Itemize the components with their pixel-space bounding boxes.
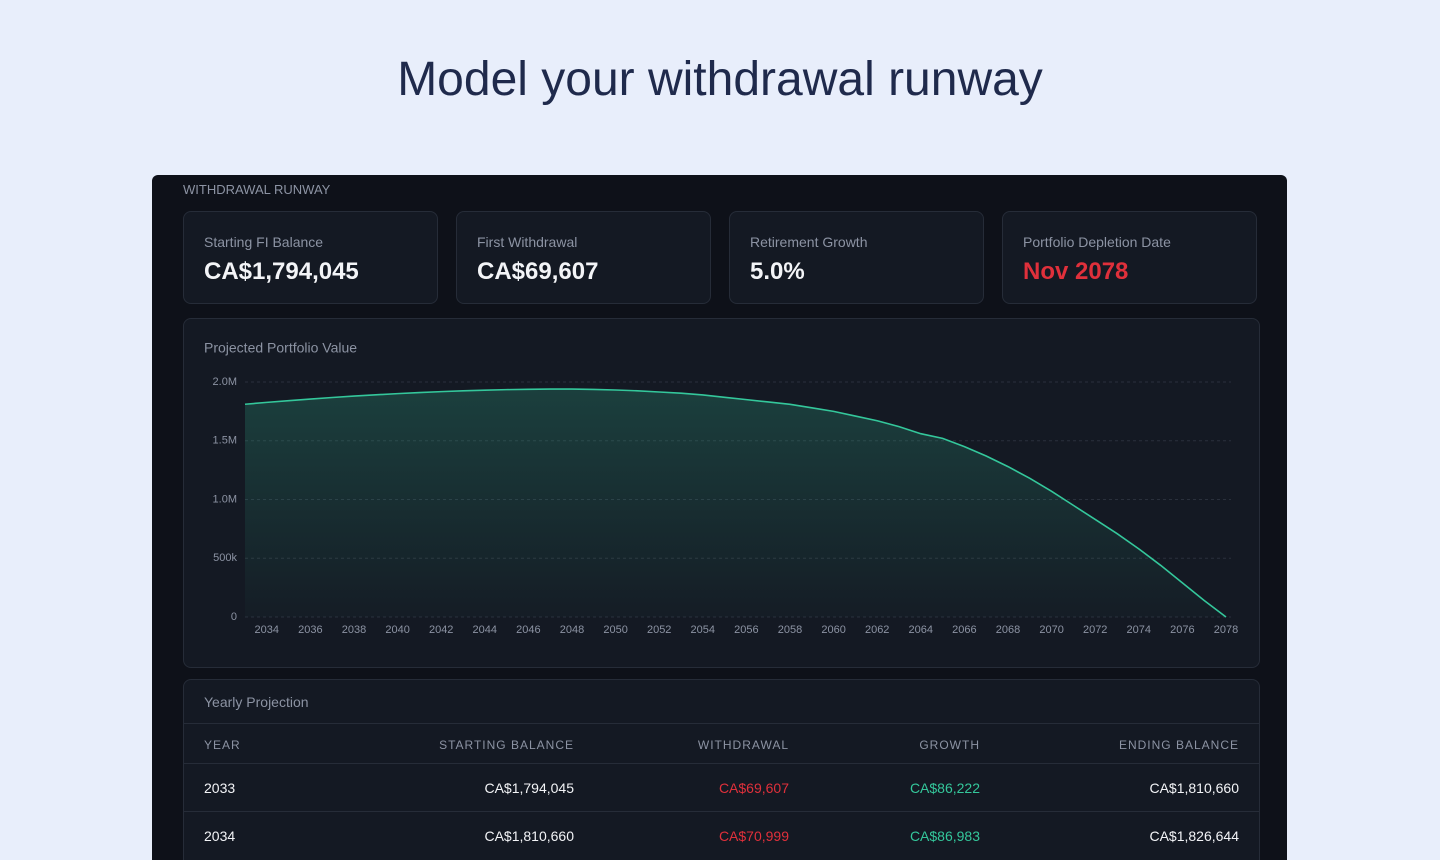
stat-label: Portfolio Depletion Date: [1023, 234, 1171, 250]
stat-card: Retirement Growth 5.0%: [729, 211, 984, 304]
table-header: YEAR STARTING BALANCE WITHDRAWAL GROWTH ENDI…: [184, 723, 1259, 764]
table-card: Yearly Projection YEAR STARTING BALANCE WI…: [183, 679, 1260, 860]
column-header: ENDING BALANCE: [1118, 738, 1239, 752]
table-cell: CA$69,607: [718, 780, 789, 796]
stat-card: Portfolio Depletion Date Nov 2078: [1002, 211, 1257, 304]
x-tick-label: 2058: [778, 624, 802, 636]
y-tick-label: 1.5M: [213, 435, 237, 447]
stat-label: Retirement Growth: [750, 234, 868, 250]
table-row: 2034 CA$1,810,660 CA$70,999 CA$86,983 CA$1,8…: [184, 811, 1259, 860]
chart-card: Projected Portfolio Value 0 500k 1.0M 1.5M 2…: [183, 318, 1260, 668]
area-fill: [245, 389, 1226, 617]
y-tick-label: 0: [231, 611, 237, 623]
x-tick-label: 2066: [952, 624, 976, 636]
x-tick-label: 2050: [603, 624, 627, 636]
stat-label: First Withdrawal: [477, 234, 578, 250]
column-header: YEAR: [204, 738, 241, 752]
x-tick-label: 2068: [996, 624, 1020, 636]
stat-label: Starting FI Balance: [204, 234, 324, 250]
page-title: Model your withdrawal runway: [397, 53, 1043, 106]
table-cell: 2033: [204, 780, 236, 796]
x-tick-label: 2070: [1039, 624, 1063, 636]
x-tick-label: 2044: [473, 624, 497, 636]
table-cell: 2034: [204, 828, 236, 844]
table-cell: CA$1,810,660: [1149, 780, 1239, 796]
y-tick-label: 1.0M: [213, 493, 237, 505]
y-tick-label: 2.0M: [213, 376, 237, 388]
x-tick-label: 2052: [647, 624, 671, 636]
table-cell: CA$1,810,660: [484, 828, 574, 844]
x-tick-label: 2072: [1083, 624, 1107, 636]
x-tick-label: 2056: [734, 624, 758, 636]
table-cell: CA$86,222: [909, 780, 980, 796]
x-tick-label: 2074: [1127, 624, 1151, 636]
stat-value: CA$69,607: [477, 258, 599, 285]
table-cell: CA$86,983: [909, 828, 980, 844]
stat-value: CA$1,794,045: [204, 258, 359, 285]
x-tick-label: 2078: [1214, 624, 1238, 636]
x-tick-label: 2062: [865, 624, 889, 636]
table-cell: CA$70,999: [718, 828, 789, 844]
stat-card: Starting FI Balance CA$1,794,045: [183, 211, 438, 304]
x-tick-label: 2034: [255, 624, 279, 636]
y-tick-label: 500k: [213, 552, 237, 564]
panel: WITHDRAWAL RUNWAY Starting FI Balance CA$…: [152, 175, 1287, 860]
column-header: STARTING BALANCE: [439, 738, 574, 752]
x-tick-label: 2060: [821, 624, 845, 636]
table-title: Yearly Projection: [204, 694, 309, 710]
chart-title: Projected Portfolio Value: [204, 340, 357, 356]
stat-card: First Withdrawal CA$69,607: [456, 211, 711, 304]
x-tick-label: 2064: [909, 624, 933, 636]
stat-value: 5.0%: [750, 258, 805, 285]
table-cell: CA$1,794,045: [484, 780, 574, 796]
x-tick-label: 2036: [298, 624, 322, 636]
panel-label: WITHDRAWAL RUNWAY: [183, 182, 331, 197]
chart: Projected Portfolio Value 0 500k 1.0M 1.5M 2…: [204, 340, 1238, 636]
column-header: GROWTH: [919, 738, 980, 752]
x-tick-label: 2076: [1170, 624, 1194, 636]
stat-value: Nov 2078: [1023, 258, 1129, 285]
x-tick-label: 2038: [342, 624, 366, 636]
x-tick-label: 2046: [516, 624, 540, 636]
line: [244, 388, 1227, 618]
x-tick-label: 2042: [429, 624, 453, 636]
table-row: 2033 CA$1,794,045 CA$69,607 CA$86,222 CA$1,8…: [184, 763, 1259, 812]
column-header: WITHDRAWAL: [697, 738, 789, 752]
x-tick-label: 2048: [560, 624, 584, 636]
x-tick-label: 2040: [385, 624, 409, 636]
table-cell: CA$1,826,644: [1149, 828, 1239, 844]
x-tick-label: 2054: [691, 624, 715, 636]
